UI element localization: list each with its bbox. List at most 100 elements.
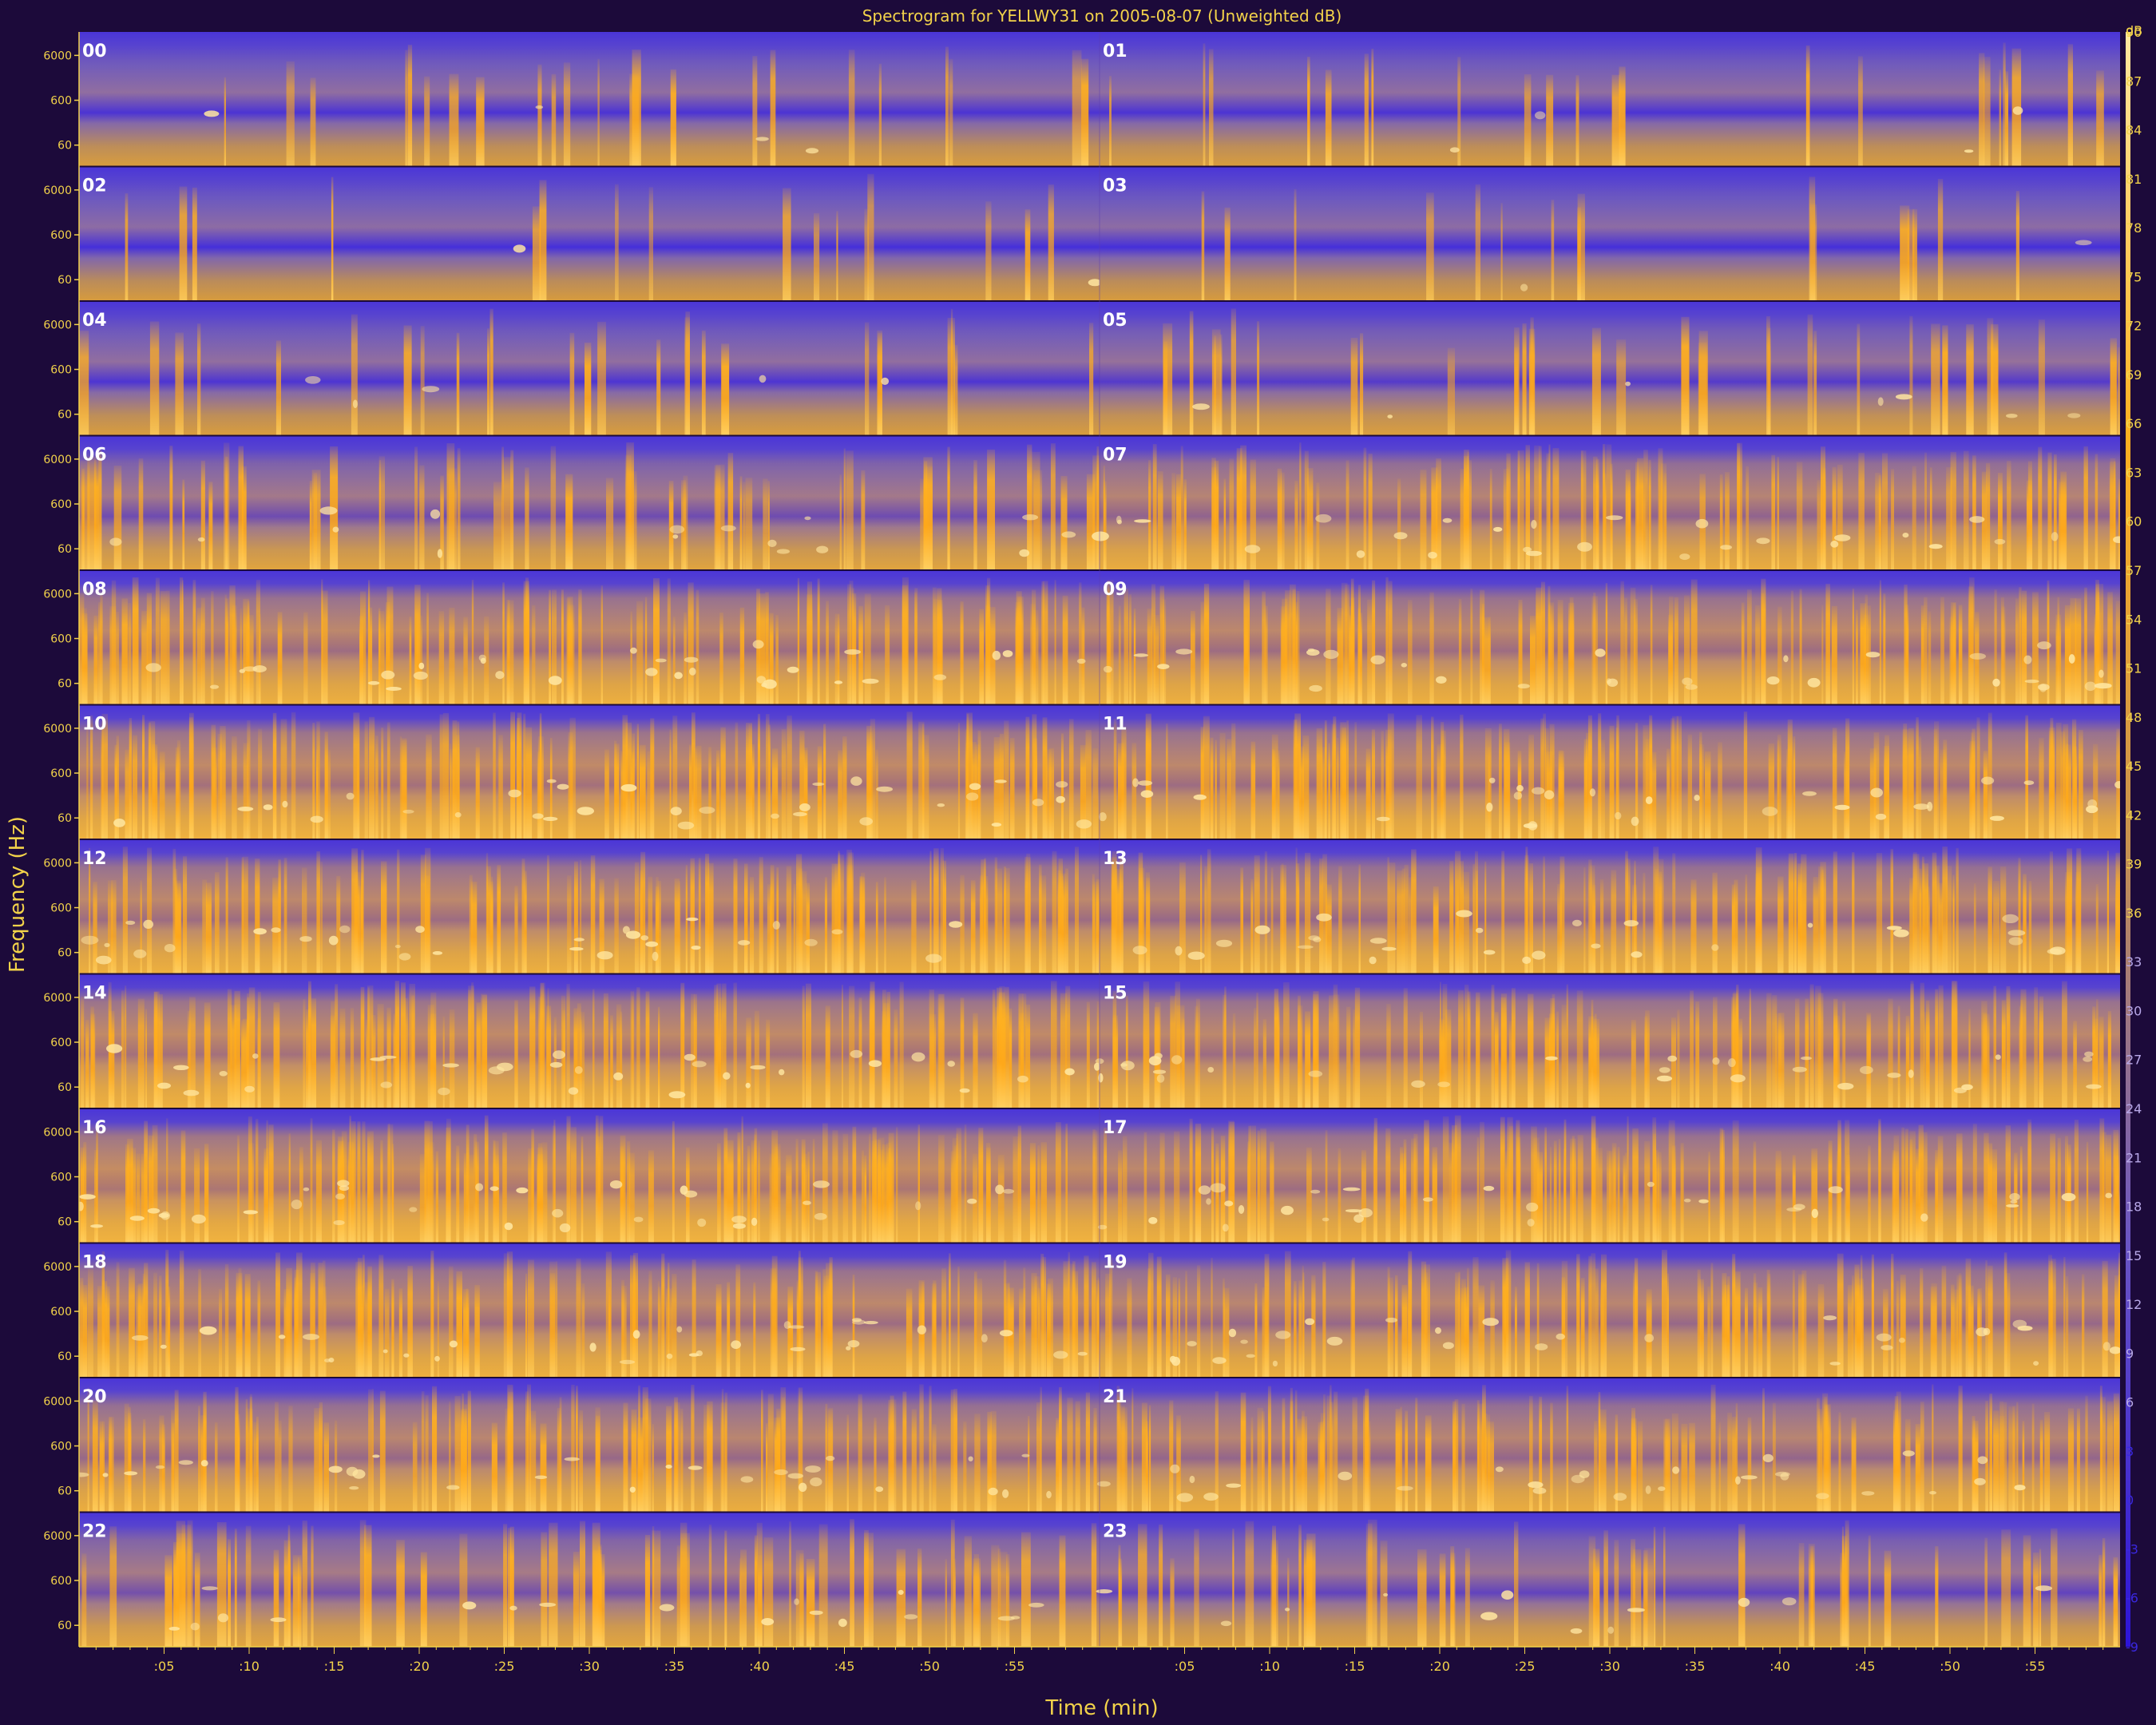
hour-panel-10: [79, 704, 1100, 839]
hour-panel-11: [1099, 704, 2120, 839]
y-tick-label: 600: [50, 498, 72, 511]
x-tick-label: :25: [494, 1659, 515, 1674]
y-tick-label: 600: [50, 1441, 72, 1453]
colorbar-tick-label: 60: [2126, 514, 2142, 529]
y-tick-label: 6000: [43, 1261, 72, 1274]
y-tick-label: 6000: [43, 1395, 72, 1408]
y-tick-label: 6000: [43, 454, 72, 466]
x-tick-label: :55: [2025, 1659, 2046, 1674]
colorbar-tick-label: 90: [2126, 25, 2142, 40]
hour-label: 05: [1103, 311, 1128, 331]
y-tick-label: 600: [50, 229, 72, 242]
y-tick-label: 60: [57, 409, 72, 422]
y-tick-label: 60: [57, 1485, 72, 1498]
hour-label: 14: [82, 984, 107, 1004]
hour-label: 10: [82, 715, 107, 735]
y-tick-label: 6000: [43, 1126, 72, 1139]
y-tick-label: 60: [57, 1081, 72, 1094]
y-tick-label: 6000: [43, 857, 72, 870]
colorbar-tick-label: 57: [2126, 563, 2142, 578]
hour-panel-05: [1100, 301, 2120, 436]
colorbar-tick-label: 78: [2126, 220, 2142, 236]
hour-panel-00: [79, 32, 1100, 167]
colorbar-tick-label: 6: [2126, 1395, 2134, 1410]
hour-label: 00: [82, 42, 107, 61]
hour-label: 02: [82, 176, 107, 196]
x-tick-label: :10: [1259, 1659, 1280, 1674]
x-tick-label: :40: [1770, 1659, 1790, 1674]
hour-label: 22: [82, 1522, 107, 1542]
hour-label: 11: [1103, 715, 1128, 735]
hour-panel-04: [79, 301, 1100, 436]
x-tick-label: :30: [1599, 1659, 1620, 1674]
y-tick-label: 600: [50, 1575, 72, 1588]
colorbar-tick-label: 45: [2126, 759, 2142, 774]
hour-label: 19: [1103, 1253, 1128, 1273]
hour-panel-15: [1095, 974, 2120, 1108]
x-tick-label: :15: [324, 1659, 345, 1674]
hour-panel-02: [79, 166, 1102, 301]
x-tick-label: :05: [1175, 1659, 1195, 1674]
y-tick-label: 6000: [43, 184, 72, 197]
hour-panel-01: [1100, 32, 2120, 167]
hour-label: 06: [82, 446, 107, 466]
hour-label: 17: [1103, 1118, 1128, 1138]
y-tick-label: 60: [57, 678, 72, 691]
x-tick-label: :25: [1515, 1659, 1536, 1674]
hour-panel-16: [79, 1108, 1100, 1243]
y-tick-label: 60: [57, 1620, 72, 1632]
x-tick-label: :05: [154, 1659, 175, 1674]
hour-panel-07: [1092, 435, 2120, 570]
x-tick-label: :55: [1005, 1659, 1025, 1674]
hour-panel-18: [79, 1243, 1102, 1378]
x-tick-label: :50: [919, 1659, 940, 1674]
y-tick-label: 60: [57, 947, 72, 960]
hour-panel-22: [79, 1512, 1100, 1647]
x-axis-label: Time (min): [1045, 1696, 1159, 1720]
y-tick-label: 60: [57, 812, 72, 825]
y-tick-label: 600: [50, 1172, 72, 1184]
colorbar-tick-label: 3: [2126, 1444, 2134, 1459]
hour-panel-23: [1096, 1512, 2120, 1647]
colorbar-tick-label: 54: [2126, 612, 2142, 627]
colorbar-tick-label: 18: [2126, 1200, 2142, 1215]
hour-panel-14: [79, 974, 1100, 1108]
x-tick-label: :10: [239, 1659, 260, 1674]
y-tick-label: 6000: [43, 588, 72, 601]
y-tick-label: 60: [57, 274, 72, 287]
colorbar-tick-label: 39: [2126, 857, 2142, 872]
colorbar-tick-label: 30: [2126, 1004, 2142, 1019]
x-tick-label: :30: [579, 1659, 600, 1674]
x-tick-label: :40: [749, 1659, 770, 1674]
hour-panel-06: [79, 435, 1102, 570]
hour-label: 07: [1103, 446, 1128, 466]
hour-label: 08: [82, 580, 107, 600]
colorbar-tick-label: 84: [2126, 123, 2142, 138]
hour-panel-17: [1097, 1108, 2120, 1243]
y-tick-label: 6000: [43, 50, 72, 62]
y-tick-label: 600: [50, 364, 72, 377]
x-tick-label: :20: [409, 1659, 430, 1674]
hour-panel-21: [1097, 1378, 2120, 1513]
colorbar-tick-label: 66: [2126, 416, 2142, 431]
colorbar-tick-label: 33: [2126, 954, 2142, 970]
colorbar-tick-label: 12: [2126, 1297, 2142, 1312]
colorbar-tick-label: 63: [2126, 466, 2142, 481]
colorbar-tick-label: 75: [2126, 269, 2142, 284]
x-tick-label: :45: [834, 1659, 855, 1674]
y-tick-label: 600: [50, 902, 72, 915]
hour-label: 04: [82, 311, 107, 331]
colorbar: [2126, 32, 2130, 1647]
y-tick-label: 600: [50, 95, 72, 108]
colorbar-tick-label: 24: [2126, 1101, 2142, 1116]
colorbar-tick-label: -3: [2126, 1542, 2138, 1557]
x-tick-label: :50: [1940, 1659, 1960, 1674]
colorbar-tick-label: 21: [2126, 1150, 2142, 1165]
y-tick-label: 60: [57, 1350, 72, 1363]
colorbar-tick-label: 27: [2126, 1053, 2142, 1068]
hour-panel-13: [1100, 839, 2120, 974]
colorbar-tick-label: 81: [2126, 172, 2142, 187]
hour-label: 13: [1103, 849, 1128, 869]
hour-label: 21: [1103, 1387, 1128, 1407]
